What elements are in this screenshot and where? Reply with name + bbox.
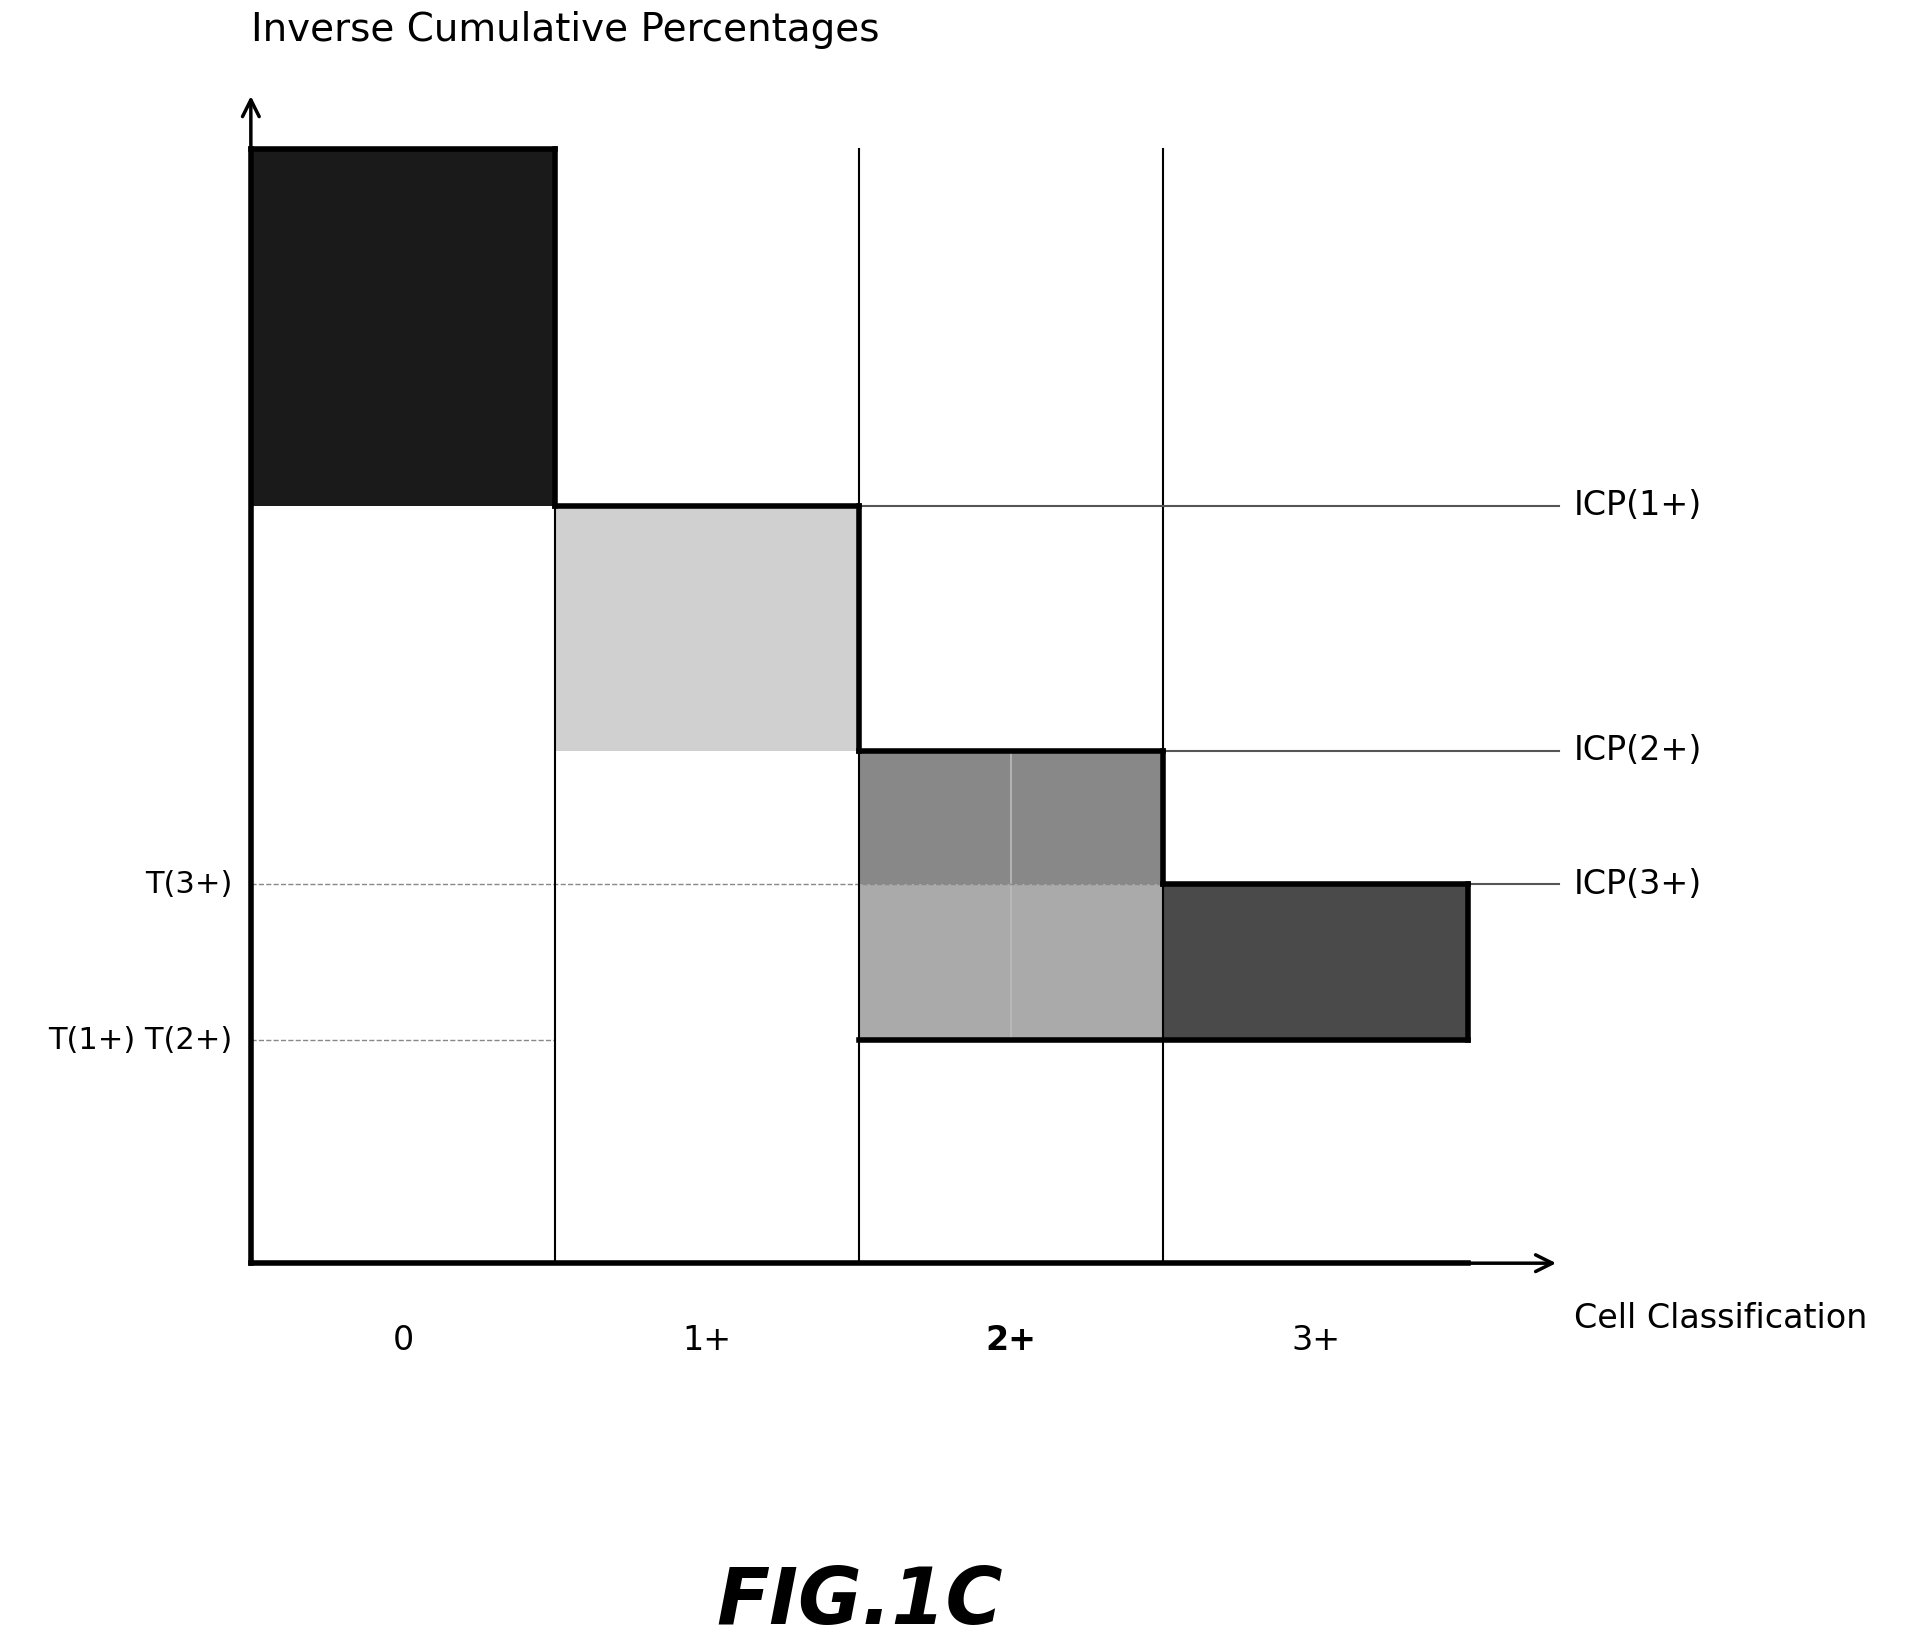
- Text: Inverse Cumulative Percentages: Inverse Cumulative Percentages: [252, 11, 880, 49]
- Text: Cell Classification: Cell Classification: [1574, 1302, 1868, 1335]
- Text: 2+: 2+: [986, 1325, 1036, 1358]
- Text: 1+: 1+: [682, 1325, 732, 1358]
- Text: 0: 0: [392, 1325, 413, 1358]
- Bar: [859, 885, 1163, 1040]
- Bar: [555, 506, 859, 751]
- Text: ICP(3+): ICP(3+): [1574, 868, 1703, 901]
- Text: T(3+): T(3+): [146, 870, 233, 899]
- Text: ICP(2+): ICP(2+): [1574, 734, 1703, 767]
- Bar: [859, 751, 1163, 885]
- Bar: [1163, 885, 1468, 1040]
- Text: ICP(1+): ICP(1+): [1574, 490, 1703, 522]
- Text: T(1+) T(2+): T(1+) T(2+): [48, 1027, 233, 1054]
- Text: FIG.1C: FIG.1C: [717, 1563, 1003, 1632]
- Text: 3+: 3+: [1292, 1325, 1340, 1358]
- Bar: [252, 149, 555, 506]
